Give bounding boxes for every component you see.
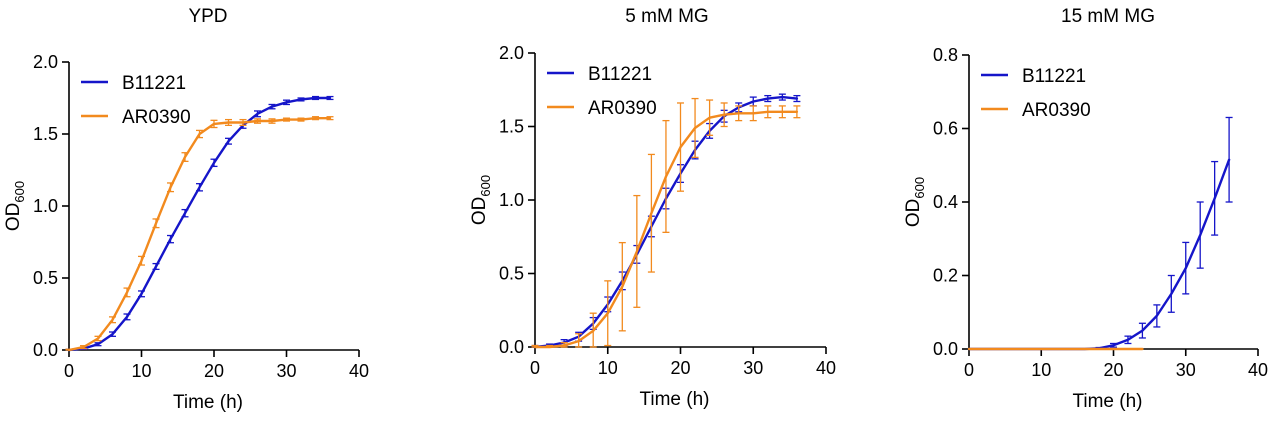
series-line xyxy=(533,110,799,349)
x-axis-label: Time (h) xyxy=(1072,391,1142,412)
x-tick-label: 30 xyxy=(743,358,763,378)
chart-title: YPD xyxy=(188,6,227,27)
y-axis-label-subscript: 600 xyxy=(12,181,27,203)
y-tick-label: 0.2 xyxy=(933,266,958,286)
y-tick-label: 1.0 xyxy=(499,190,524,210)
y-axis-label: OD600 xyxy=(469,175,493,225)
x-tick-label: 0 xyxy=(64,361,74,381)
y-tick-label: 0.4 xyxy=(933,192,958,212)
y-axis-label-main: OD xyxy=(3,203,24,232)
x-tick-label: 0 xyxy=(964,360,974,380)
x-tick-label: 20 xyxy=(1103,360,1123,380)
chart-panel-2: 5 mM MG 0 10 20 30 40 0.0 0.5 1.0 1.5 2.0 Time (h) O… xyxy=(469,6,836,410)
series-AR0390 xyxy=(531,97,801,349)
legend-label: AR0390 xyxy=(588,98,657,119)
x-tick-label: 20 xyxy=(670,358,690,378)
x-tick-label: 30 xyxy=(1176,360,1196,380)
y-tick-label: 2.0 xyxy=(499,43,524,63)
x-axis-label: Time (h) xyxy=(173,392,243,413)
x-tick-label: 40 xyxy=(349,361,369,381)
y-axis-label: OD600 xyxy=(3,181,27,231)
y-axis-label: OD600 xyxy=(903,177,927,227)
legend-label: B11221 xyxy=(588,64,652,85)
y-tick-label: 1.5 xyxy=(499,117,524,137)
chart-title: 5 mM MG xyxy=(625,6,708,27)
series-line xyxy=(67,96,332,352)
y-tick-label: 2.0 xyxy=(33,52,58,72)
y-tick-label: 0.0 xyxy=(499,337,524,357)
x-tick-label: 10 xyxy=(131,361,151,381)
y-tick-label: 0.6 xyxy=(933,119,958,139)
y-tick-label: 0.8 xyxy=(933,45,958,65)
chart-title: 15 mM MG xyxy=(1061,6,1155,27)
y-tick-label: 0.5 xyxy=(499,264,524,284)
x-tick-label: 20 xyxy=(204,361,224,381)
x-tick-label: 0 xyxy=(530,358,540,378)
y-axis-label-subscript: 600 xyxy=(478,175,493,197)
series-line xyxy=(67,117,332,352)
legend-label: B11221 xyxy=(1022,66,1086,87)
y-tick-label: 0.0 xyxy=(933,339,958,359)
y-axis-label-main: OD xyxy=(469,197,490,226)
chart-panel-3: 15 mM MG 0 10 20 30 40 0.0 0.2 0.4 0.6 0.8 Time (h)… xyxy=(903,6,1268,412)
legend-label: B11221 xyxy=(122,73,186,94)
y-tick-label: 1.5 xyxy=(33,124,58,144)
y-tick-label: 0.0 xyxy=(33,340,58,360)
series-AR0390 xyxy=(65,116,334,352)
y-axis-label-main: OD xyxy=(903,199,924,228)
legend-label: AR0390 xyxy=(122,107,191,128)
series-B11221 xyxy=(967,116,1233,351)
x-tick-label: 10 xyxy=(1031,360,1051,380)
x-axis-label: Time (h) xyxy=(639,389,709,410)
y-axis-label-subscript: 600 xyxy=(912,177,927,199)
x-tick-label: 10 xyxy=(598,358,618,378)
y-tick-label: 0.5 xyxy=(33,268,58,288)
y-tick-label: 1.0 xyxy=(33,196,58,216)
x-tick-label: 40 xyxy=(1248,360,1268,380)
legend-label: AR0390 xyxy=(1022,100,1091,121)
x-tick-label: 30 xyxy=(276,361,296,381)
x-tick-label: 40 xyxy=(816,358,836,378)
series-line xyxy=(967,158,1231,351)
chart-panel-1: YPD 0 10 20 30 40 0.0 0.5 1.0 1.5 2.0 Time (h) OD600… xyxy=(3,6,369,413)
